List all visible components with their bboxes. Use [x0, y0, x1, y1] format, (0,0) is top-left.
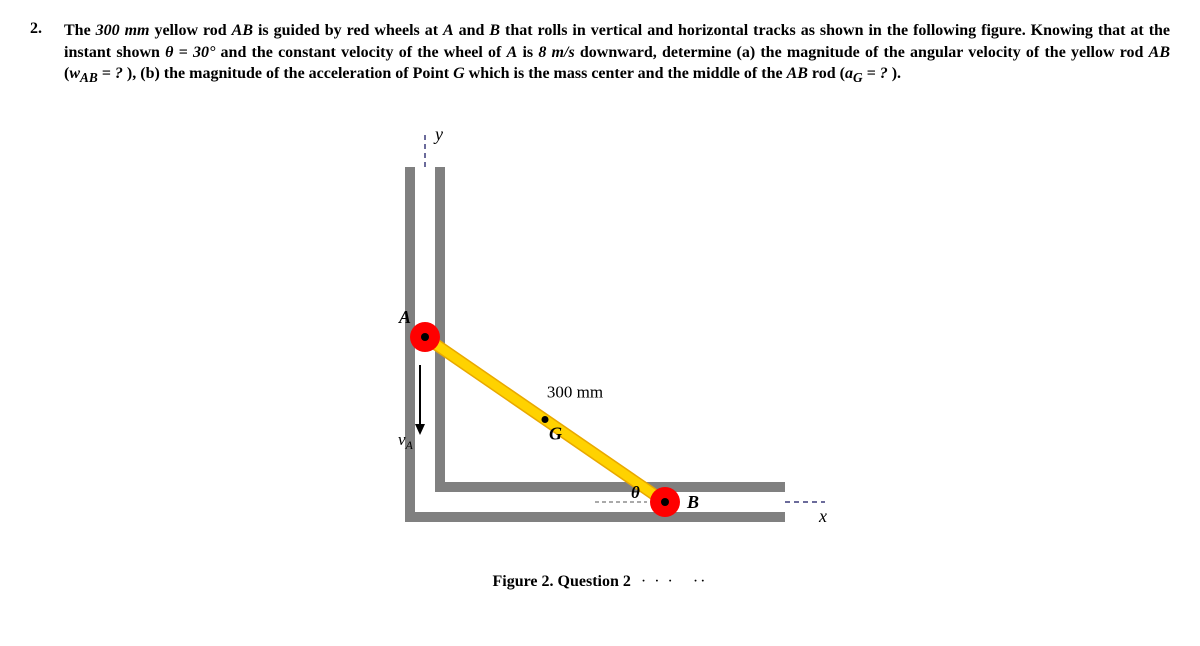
svg-text:x: x	[818, 506, 827, 526]
svg-text:θ: θ	[631, 483, 640, 502]
figure-caption: Figure 2. Question 2 · · · ··	[350, 573, 850, 591]
svg-text:B: B	[686, 492, 699, 512]
svg-text:G: G	[549, 424, 562, 444]
svg-text:A: A	[398, 307, 411, 327]
problem-statement: The 300 mm yellow rod AB is guided by re…	[64, 20, 1170, 87]
figure-diagram: yx300 mmGθABvA	[350, 127, 850, 567]
problem-number: 2.	[30, 20, 50, 38]
svg-text:y: y	[433, 127, 443, 144]
svg-text:300 mm: 300 mm	[547, 383, 603, 402]
